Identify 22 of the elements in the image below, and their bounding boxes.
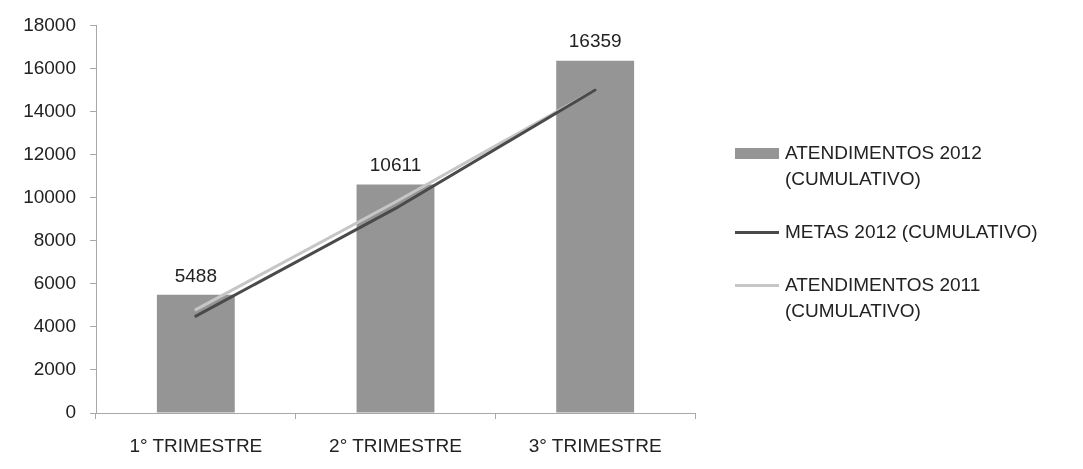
y-tick-label: 6000 <box>33 272 76 294</box>
x-tick-label: 1° TRIMESTRE <box>129 434 263 456</box>
data-label: 16359 <box>568 30 622 52</box>
bar <box>556 60 635 413</box>
x-tick-label: 2° TRIMESTRE <box>329 434 462 456</box>
legend-label: ATENDIMENTOS 2012 (CUMULATIVO) <box>785 141 983 191</box>
data-label: 10611 <box>369 154 422 176</box>
y-tick-label: 2000 <box>33 358 76 380</box>
y-tick-label: 8000 <box>33 228 76 250</box>
legend-label: METAS 2012 (CUMULATIVO) <box>785 220 1038 244</box>
bar <box>156 294 235 413</box>
x-tick-label: 3° TRIMESTRE <box>528 434 662 456</box>
y-tick-label: 0 <box>65 401 76 423</box>
y-tick-label: 14000 <box>23 99 76 121</box>
y-tick-label: 4000 <box>33 315 76 337</box>
y-tick-label: 12000 <box>23 142 76 164</box>
y-tick-label: 18000 <box>23 13 76 35</box>
bar <box>356 184 435 413</box>
y-tick-label: 10000 <box>23 185 76 207</box>
y-tick-label: 16000 <box>23 56 76 78</box>
legend-label: ATENDIMENTOS 2011 (CUMULATIVO) <box>785 273 982 323</box>
data-label: 5488 <box>174 264 217 286</box>
